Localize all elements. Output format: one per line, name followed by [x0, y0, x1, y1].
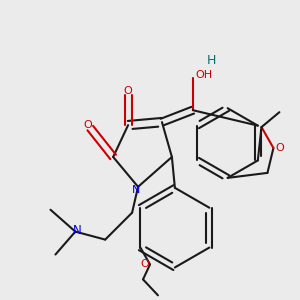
Text: N: N — [73, 224, 81, 237]
Text: H: H — [207, 54, 216, 67]
Text: O: O — [83, 120, 92, 130]
Text: OH: OH — [196, 70, 213, 80]
Text: O: O — [124, 86, 133, 96]
Text: O: O — [140, 259, 149, 269]
Text: O: O — [276, 143, 284, 153]
Text: N: N — [131, 185, 140, 195]
